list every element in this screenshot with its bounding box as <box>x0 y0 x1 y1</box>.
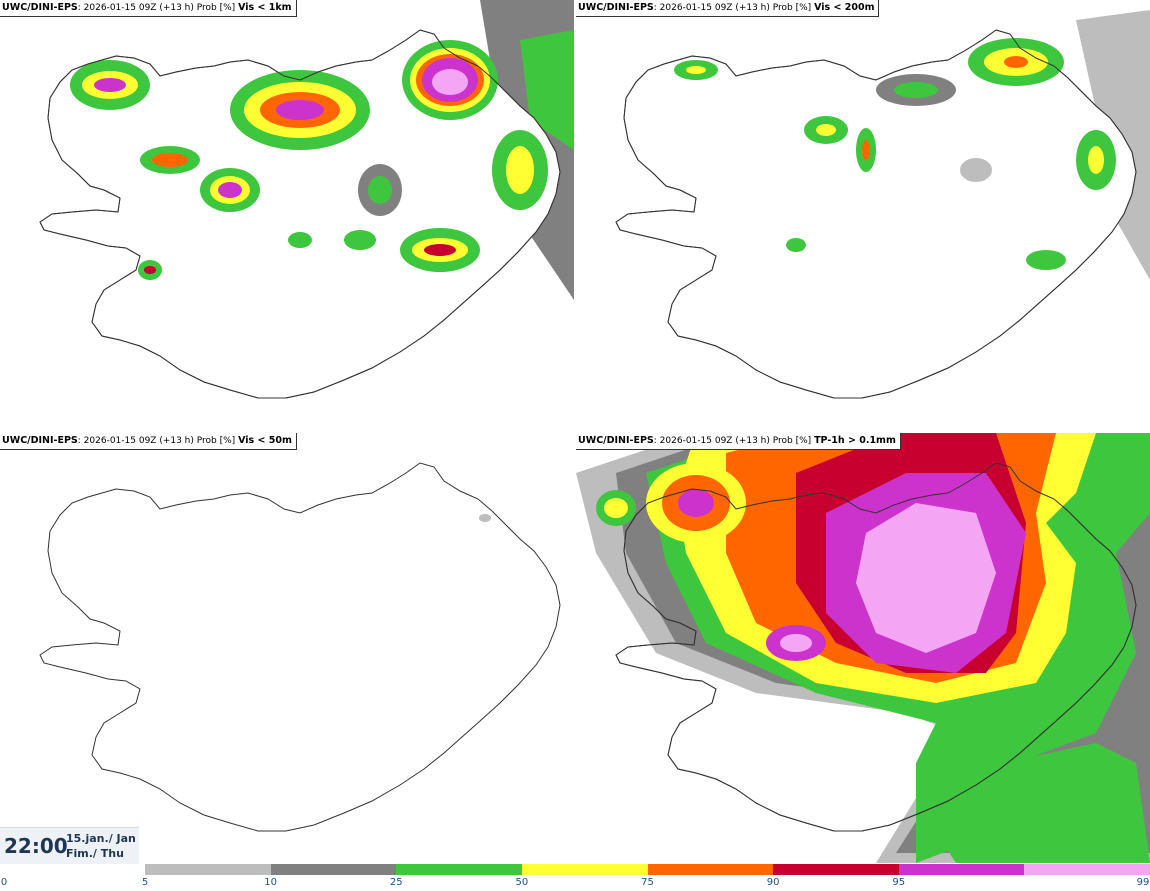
colorbar-tick-label: 25 <box>389 877 403 888</box>
colorbar-segment <box>396 864 522 875</box>
probability-blobs <box>70 40 548 280</box>
colorbar-segment <box>270 864 397 875</box>
panel-header: UWC/DINI-EPS: 2026-01-15 09Z (+13 h) Pro… <box>0 0 297 17</box>
variable-label: TP-1h > 0.1mm <box>814 435 896 446</box>
map-panel-vis-1km: UWC/DINI-EPS: 2026-01-15 09Z (+13 h) Pro… <box>0 0 574 430</box>
colorbar-segment <box>647 864 774 875</box>
probability-blobs <box>479 514 491 522</box>
colorbar-segment <box>145 864 271 875</box>
valid-weekday: Fim./ Thu <box>66 847 124 860</box>
run-info: : 2026-01-15 09Z (+13 h) Prob [%] <box>77 3 236 13</box>
probability-map <box>615 10 1150 399</box>
run-info: : 2026-01-15 09Z (+13 h) Prob [%] <box>77 436 236 446</box>
map-panel-vis-200m: UWC/DINI-EPS: 2026-01-15 09Z (+13 h) Pro… <box>576 0 1150 430</box>
colorbar-tick-label: 95 <box>892 877 906 888</box>
run-info: : 2026-01-15 09Z (+13 h) Prob [%] <box>653 3 812 13</box>
model-name: UWC/DINI-EPS <box>2 435 78 446</box>
colorbar-segment <box>1024 864 1150 875</box>
colorbar-tick-label: 0 <box>0 877 8 888</box>
model-name: UWC/DINI-EPS <box>578 435 654 446</box>
probability-map <box>576 433 1150 863</box>
colorbar-tick-label: 50 <box>515 877 529 888</box>
colorbar-tick-label: 75 <box>641 877 654 888</box>
probability-map <box>39 0 574 399</box>
colorbar-segment <box>521 864 648 875</box>
probability-blobs <box>674 38 1116 270</box>
colorbar <box>145 864 1150 875</box>
panel-header: UWC/DINI-EPS: 2026-01-15 09Z (+13 h) Pro… <box>576 0 880 17</box>
valid-date: 15.jan./ Jan <box>66 832 136 845</box>
colorbar-tick-label: 10 <box>264 877 277 888</box>
model-name: UWC/DINI-EPS <box>578 2 654 13</box>
colorbar-segment <box>773 864 899 875</box>
panel-header: UWC/DINI-EPS: 2026-01-15 09Z (+13 h) Pro… <box>0 433 297 450</box>
panel-header: UWC/DINI-EPS: 2026-01-15 09Z (+13 h) Pro… <box>576 433 901 450</box>
map-panel-tp-1h: UWC/DINI-EPS: 2026-01-15 09Z (+13 h) Pro… <box>576 433 1150 863</box>
variable-label: Vis < 200m <box>814 2 875 13</box>
map-panel-vis-50m: UWC/DINI-EPS: 2026-01-15 09Z (+13 h) Pro… <box>0 433 574 863</box>
probability-map <box>39 462 561 832</box>
colorbar-segment <box>898 864 1025 875</box>
run-info: : 2026-01-15 09Z (+13 h) Prob [%] <box>653 436 812 446</box>
valid-time-box: 22:00 15.jan./ Jan Fim./ Thu <box>0 827 139 864</box>
variable-label: Vis < 1km <box>238 2 292 13</box>
model-name: UWC/DINI-EPS <box>2 2 78 13</box>
colorbar-tick-label: 5 <box>141 877 149 888</box>
variable-label: Vis < 50m <box>238 435 292 446</box>
colorbar-tick-label: 90 <box>766 877 780 888</box>
colorbar-tick-label: 99 <box>1136 877 1150 888</box>
valid-time: 22:00 <box>4 834 68 858</box>
